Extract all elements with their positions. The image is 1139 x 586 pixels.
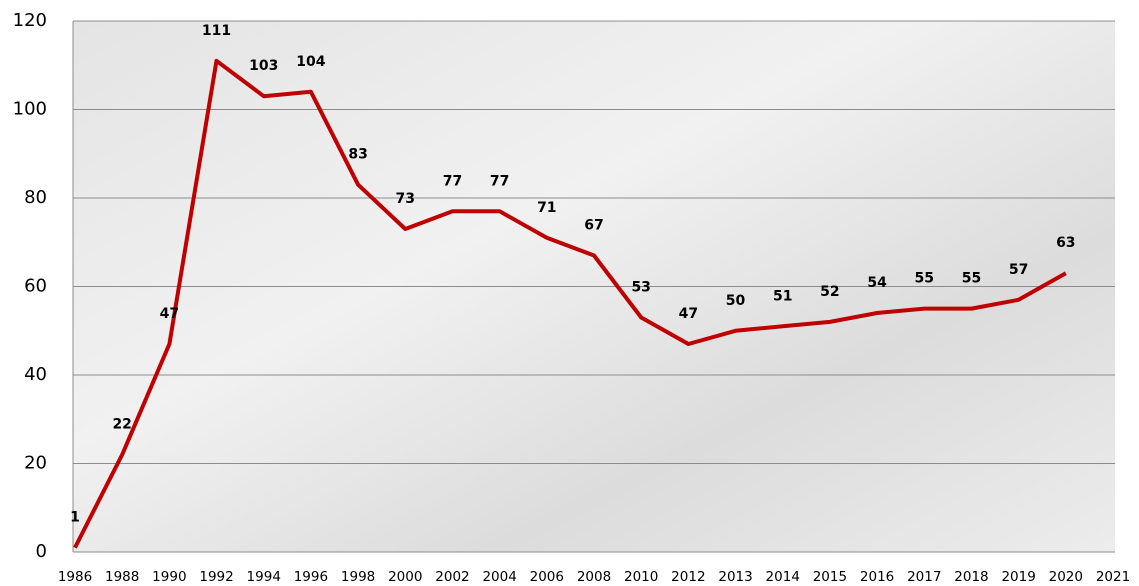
data-label: 54 (867, 275, 887, 291)
x-tick-label: 2008 (577, 569, 611, 585)
x-tick-label: 2004 (482, 569, 516, 585)
data-label: 104 (296, 54, 325, 70)
x-tick-label: 1988 (105, 569, 139, 585)
y-tick-label: 20 (24, 453, 47, 474)
x-tick-label: 2010 (624, 569, 658, 585)
data-label: 71 (537, 200, 556, 216)
y-tick-label: 0 (36, 541, 47, 562)
x-tick-label: 2012 (671, 569, 705, 585)
data-label: 63 (1056, 235, 1075, 251)
x-tick-label: 2021 (1096, 569, 1130, 585)
data-label: 47 (679, 306, 698, 322)
data-label: 53 (631, 279, 650, 295)
y-tick-label: 40 (24, 364, 47, 385)
x-tick-label: 1998 (341, 569, 375, 585)
data-label: 77 (490, 173, 509, 189)
data-label: 57 (1009, 262, 1028, 278)
x-tick-label: 2006 (530, 569, 564, 585)
data-label: 47 (160, 306, 179, 322)
x-tick-label: 2014 (766, 569, 800, 585)
data-label: 67 (584, 218, 603, 234)
x-tick-label: 2019 (1001, 569, 1035, 585)
data-label: 22 (112, 417, 131, 433)
x-tick-label: 2018 (954, 569, 988, 585)
x-tick-label: 2016 (860, 569, 894, 585)
x-tick-label: 1990 (152, 569, 186, 585)
data-label: 103 (249, 58, 278, 74)
data-label: 111 (202, 23, 231, 39)
data-label: 52 (820, 284, 839, 300)
x-tick-label: 2017 (907, 569, 941, 585)
data-label: 51 (773, 288, 792, 304)
x-tick-label: 2000 (388, 569, 422, 585)
data-label: 83 (348, 147, 367, 163)
data-label: 1 (70, 510, 80, 526)
x-tick-label: 1992 (199, 569, 233, 585)
marks: 1 22 47 111 103 104 83 73 77 77 71 67 53 47 50 51 52 54 55… (70, 23, 1076, 549)
data-label: 55 (915, 271, 934, 287)
y-tick-label: 100 (13, 99, 47, 120)
x-tick-label: 1996 (294, 569, 328, 585)
y-tick-label: 60 (24, 276, 47, 297)
data-label: 55 (962, 271, 981, 287)
line (73, 58, 1067, 549)
x-tick-label: 2015 (813, 569, 847, 585)
data-label: 77 (443, 173, 462, 189)
x-tick-label: 1986 (58, 569, 92, 585)
x-tick-label: 2020 (1049, 569, 1083, 585)
y-tick-label: 120 (13, 10, 47, 31)
data-label: 73 (396, 191, 415, 207)
data-label: 50 (726, 293, 746, 309)
x-tick-label: 1994 (247, 569, 281, 585)
x-tick-label: 2013 (718, 569, 752, 585)
y-tick-label: 80 (24, 187, 47, 208)
grid: 0 20 40 60 80 100 120 1986 1988 1990 1992 1994 1996 1… (13, 10, 1131, 585)
x-tick-label: 2002 (435, 569, 469, 585)
